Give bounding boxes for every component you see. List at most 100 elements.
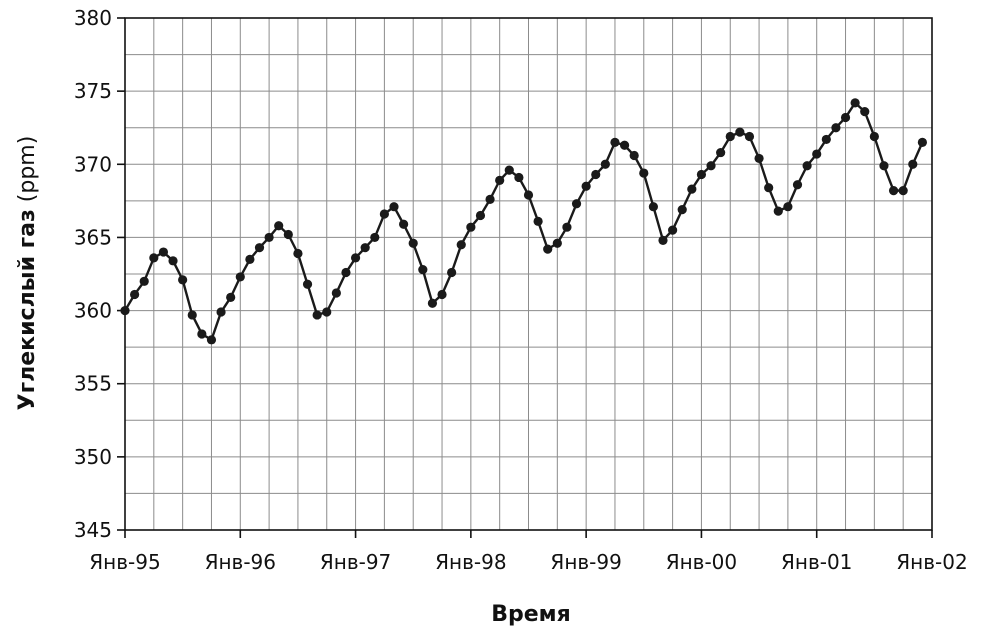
data-point xyxy=(187,310,197,320)
data-point xyxy=(514,172,524,183)
x-axis-ticks: Янв-95 Янв-96 Янв-97 Янв-98 Янв-99 Янв-00 Янв-… xyxy=(89,530,968,574)
y-tick-label: 355 xyxy=(74,372,112,396)
data-point xyxy=(293,248,303,259)
data-point xyxy=(908,159,918,169)
y-tick-label: 365 xyxy=(74,225,112,249)
data-point xyxy=(571,199,582,209)
data-point xyxy=(898,186,908,196)
data-point xyxy=(437,289,447,300)
data-point xyxy=(581,181,591,191)
data-point xyxy=(783,202,793,212)
chart-grid xyxy=(125,18,932,530)
data-point xyxy=(639,168,649,178)
data-point xyxy=(322,307,332,317)
data-point xyxy=(629,150,639,161)
data-point xyxy=(879,161,889,171)
data-point xyxy=(735,127,745,137)
data-point xyxy=(562,222,572,232)
data-point xyxy=(130,289,140,300)
data-point xyxy=(802,161,812,171)
data-point xyxy=(399,219,409,229)
data-point xyxy=(658,235,668,245)
y-tick-label: 350 xyxy=(74,445,112,469)
data-point xyxy=(264,232,274,243)
data-point xyxy=(120,305,130,316)
data-point xyxy=(456,240,466,250)
data-point xyxy=(149,253,159,263)
data-point xyxy=(235,272,245,282)
data-point xyxy=(888,186,899,196)
data-point xyxy=(619,140,630,150)
data-point xyxy=(754,153,764,164)
data-point xyxy=(687,184,697,194)
data-point xyxy=(350,253,361,263)
data-point xyxy=(475,210,486,221)
data-point xyxy=(917,137,927,147)
data-point xyxy=(850,98,860,108)
data-point xyxy=(178,275,188,285)
x-tick-label: Янв-97 xyxy=(320,550,391,574)
data-point xyxy=(302,279,313,289)
data-point xyxy=(648,202,658,212)
data-point xyxy=(725,131,735,142)
data-point xyxy=(427,298,438,308)
data-point xyxy=(533,216,543,226)
data-point xyxy=(274,221,284,231)
data-point xyxy=(716,147,726,158)
data-point xyxy=(831,123,841,133)
data-point xyxy=(447,267,457,278)
x-tick-label: Янв-98 xyxy=(435,550,506,574)
data-point xyxy=(600,159,610,169)
y-tick-label: 380 xyxy=(74,6,112,30)
data-point xyxy=(610,137,620,147)
y-tick-label: 375 xyxy=(74,79,112,103)
data-point xyxy=(206,335,217,345)
data-point xyxy=(706,161,716,171)
data-point xyxy=(197,329,207,339)
data-point xyxy=(466,222,476,232)
data-point xyxy=(254,243,265,253)
data-point xyxy=(812,149,822,159)
plot-frame xyxy=(124,17,933,531)
data-point xyxy=(226,292,236,303)
data-point xyxy=(744,131,755,142)
data-point xyxy=(869,131,879,142)
data-point xyxy=(543,244,553,254)
y-axis-ticks: 380 375 370 365 360 355 350 345 xyxy=(74,6,125,542)
data-point xyxy=(341,267,351,278)
data-point xyxy=(677,205,687,215)
chart-axes xyxy=(124,17,933,531)
data-point xyxy=(370,232,380,243)
y-tick-label: 345 xyxy=(74,518,112,542)
x-axis-title: Время xyxy=(491,602,571,627)
data-point xyxy=(360,243,370,253)
data-point xyxy=(821,134,831,145)
data-point xyxy=(504,165,514,175)
data-point xyxy=(245,254,255,264)
data-point xyxy=(408,238,418,248)
x-tick-label: Янв-02 xyxy=(896,550,967,574)
x-tick-label: Янв-99 xyxy=(550,550,621,574)
y-axis-title-main: Углекислый газ xyxy=(15,209,40,410)
x-tick-label: Янв-01 xyxy=(781,550,852,574)
data-point xyxy=(283,229,293,240)
data-point xyxy=(668,225,678,235)
data-point xyxy=(485,194,495,204)
data-point xyxy=(792,180,803,190)
data-point xyxy=(591,169,601,180)
data-point xyxy=(840,112,851,123)
x-tick-label: Янв-95 xyxy=(89,550,160,574)
y-axis-title-unit: (ppm) xyxy=(15,136,40,203)
y-tick-label: 370 xyxy=(74,152,112,176)
x-tick-label: Янв-96 xyxy=(205,550,276,574)
data-point xyxy=(523,190,534,200)
data-point xyxy=(216,307,226,317)
data-point xyxy=(860,107,870,117)
x-tick-label: Янв-00 xyxy=(666,550,737,574)
data-point xyxy=(764,183,774,193)
data-point xyxy=(379,209,389,219)
data-point xyxy=(312,310,322,320)
y-axis-title: Углекислый газ (ppm) xyxy=(15,136,40,411)
data-point xyxy=(495,175,505,185)
